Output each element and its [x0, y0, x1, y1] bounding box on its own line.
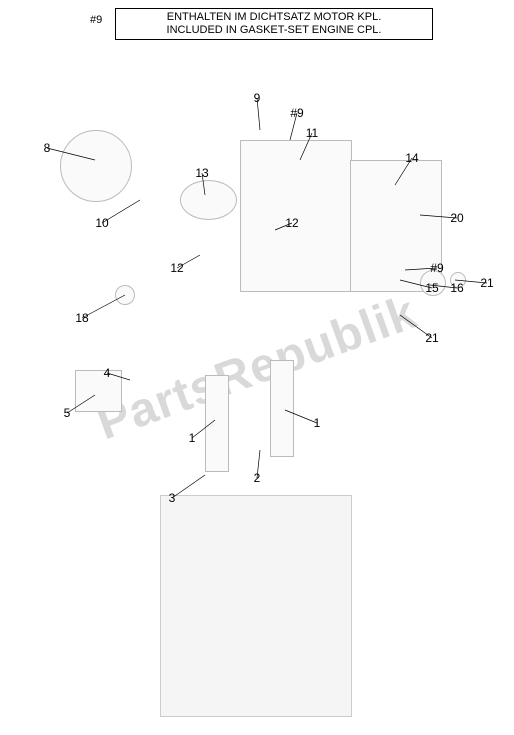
callout-1b: 1 [305, 415, 329, 431]
callout-20: 20 [445, 210, 469, 226]
callout-10: 10 [90, 215, 114, 231]
info-box-line-en: INCLUDED IN GASKET-SET ENGINE CPL. [124, 24, 424, 37]
callout-14: 14 [400, 150, 424, 166]
part-engine-head [160, 495, 352, 717]
callout-16: 16 [445, 280, 469, 296]
callout-15: 15 [420, 280, 444, 296]
callout-5: 5 [55, 405, 79, 421]
watermark: PartsRepublik [90, 284, 424, 451]
callout-12a: 12 [280, 215, 304, 231]
callout-4: 4 [95, 365, 119, 381]
callout-2: 2 [245, 470, 269, 486]
part-sparkplug-1a [205, 375, 229, 472]
infobox-hash: #9 [90, 14, 102, 26]
info-box: ENTHALTEN IM DICHTSATZ MOTOR KPL. INCLUD… [115, 8, 433, 40]
callout-h9b: #9 [425, 260, 449, 276]
part-rotor-8 [60, 130, 132, 202]
callout-8: 8 [35, 140, 59, 156]
callout-11: 11 [300, 125, 324, 141]
callout-1a: 1 [180, 430, 204, 446]
callout-12b: 12 [165, 260, 189, 276]
part-bolt-18 [115, 285, 135, 305]
info-box-line-de: ENTHALTEN IM DICHTSATZ MOTOR KPL. [124, 11, 424, 24]
callout-h9a: #9 [285, 105, 309, 121]
callout-9: 9 [245, 90, 269, 106]
callout-21a: 21 [475, 275, 499, 291]
part-sparkplug-1b [270, 360, 294, 457]
callout-21b: 21 [420, 330, 444, 346]
callout-13: 13 [190, 165, 214, 181]
part-stator-13 [180, 180, 237, 220]
callout-3: 3 [160, 490, 184, 506]
callout-18: 18 [70, 310, 94, 326]
